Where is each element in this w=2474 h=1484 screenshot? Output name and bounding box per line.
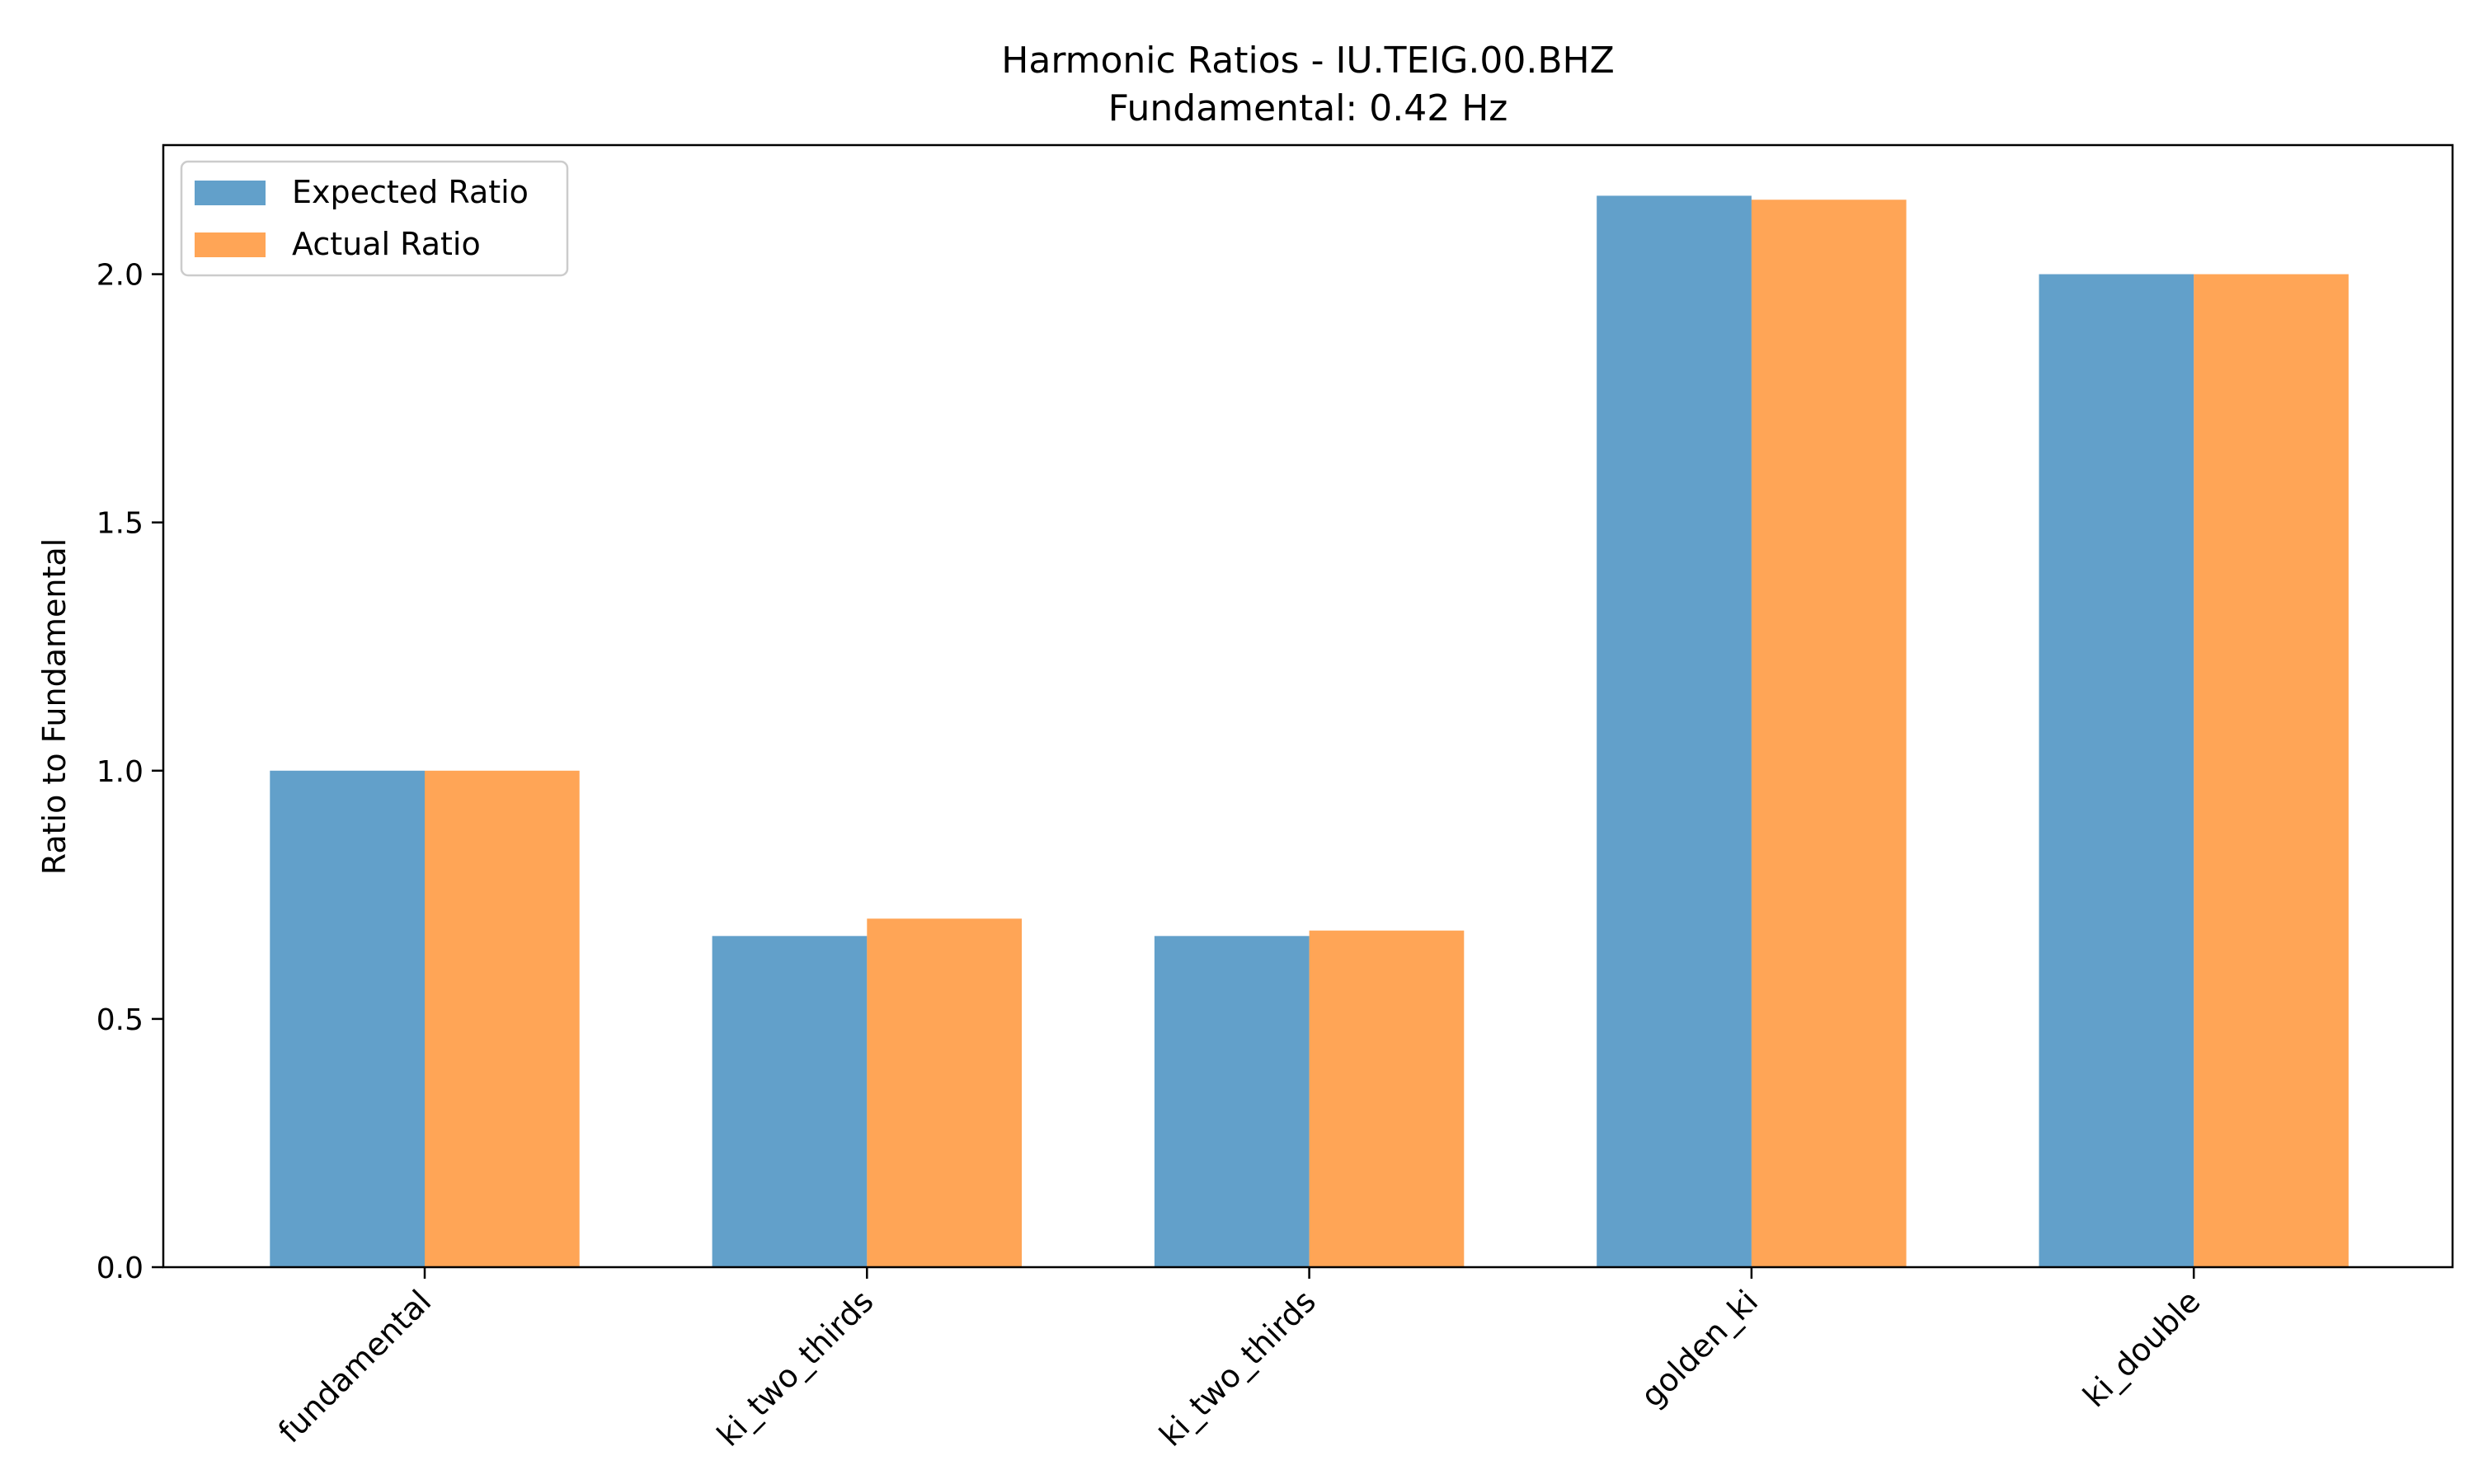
bar-actual-0 — [425, 770, 580, 1267]
legend-label-0: Expected Ratio — [292, 174, 529, 210]
y-tick-label-0: 0.0 — [96, 1252, 143, 1285]
chart-title: Harmonic Ratios - IU.TEIG.00.BHZ — [1001, 40, 1614, 82]
bar-actual-1 — [867, 918, 1022, 1267]
bars-layer — [270, 195, 2349, 1268]
legend-swatch-1 — [195, 232, 266, 257]
legend-swatch-0 — [195, 181, 266, 205]
legend: Expected Ratio Actual Ratio — [180, 160, 569, 277]
bar-actual-2 — [1309, 930, 1465, 1267]
y-tick-label-4: 2.0 — [96, 259, 143, 293]
y-tick-label-2: 1.0 — [96, 755, 143, 789]
plot-frame — [162, 143, 2454, 1269]
y-axis-label: Ratio to Fundamental — [36, 538, 73, 875]
chart-subtitle: Fundamental: 0.42 Hz — [1108, 87, 1508, 129]
bar-expected-3 — [1597, 195, 1752, 1267]
bar-expected-1 — [712, 936, 868, 1267]
y-tick-label-1: 0.5 — [96, 1003, 143, 1037]
y-tick-label-3: 1.5 — [96, 507, 143, 541]
bar-actual-3 — [1751, 200, 1907, 1267]
legend-label-1: Actual Ratio — [292, 226, 481, 262]
bar-expected-4 — [2039, 274, 2194, 1268]
legend-box — [180, 160, 569, 277]
bar-actual-4 — [2194, 274, 2349, 1268]
bar-expected-2 — [1154, 936, 1310, 1267]
bar-expected-0 — [270, 770, 425, 1267]
